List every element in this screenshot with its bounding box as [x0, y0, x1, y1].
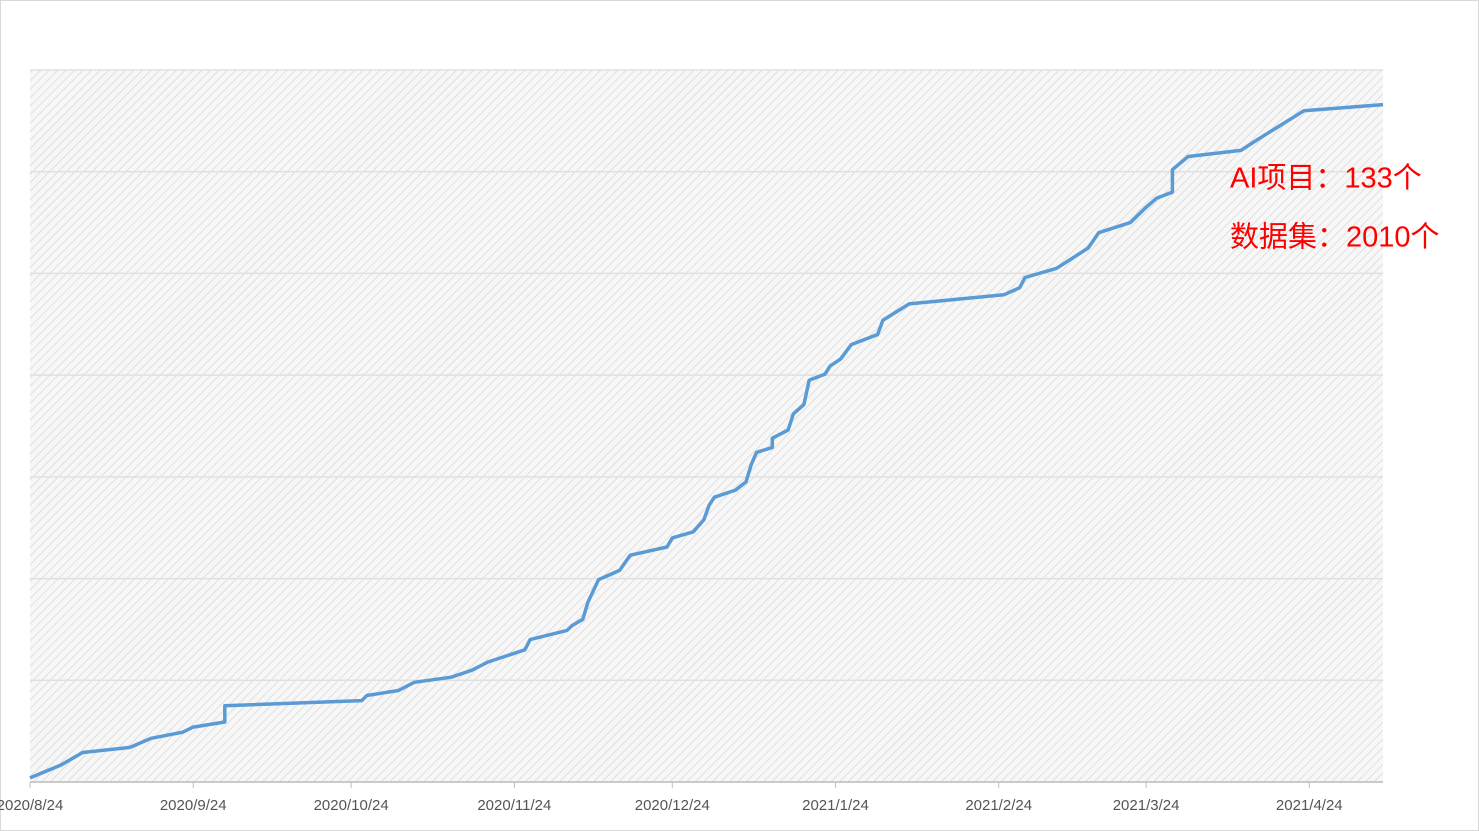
x-tick-label: 2020/11/24 — [477, 797, 551, 814]
x-tick-label: 2020/10/24 — [314, 797, 389, 814]
x-tick-label: 2020/12/24 — [635, 797, 710, 814]
data-line — [29, 102, 1384, 780]
x-tick-label: 2020/8/24 — [0, 797, 63, 814]
x-tick-label: 2020/9/24 — [160, 797, 227, 814]
x-tick-label: 2021/4/24 — [1276, 797, 1343, 814]
annotation: AI项目：133个 — [1230, 163, 1422, 195]
annotation: 数据集：2010个 — [1230, 221, 1440, 254]
x-tick-label: 2021/3/24 — [1113, 797, 1180, 814]
x-tick-label: 2021/2/24 — [965, 797, 1032, 814]
plot-area — [30, 70, 1383, 782]
x-tick-label: 2021/1/24 — [802, 797, 869, 814]
